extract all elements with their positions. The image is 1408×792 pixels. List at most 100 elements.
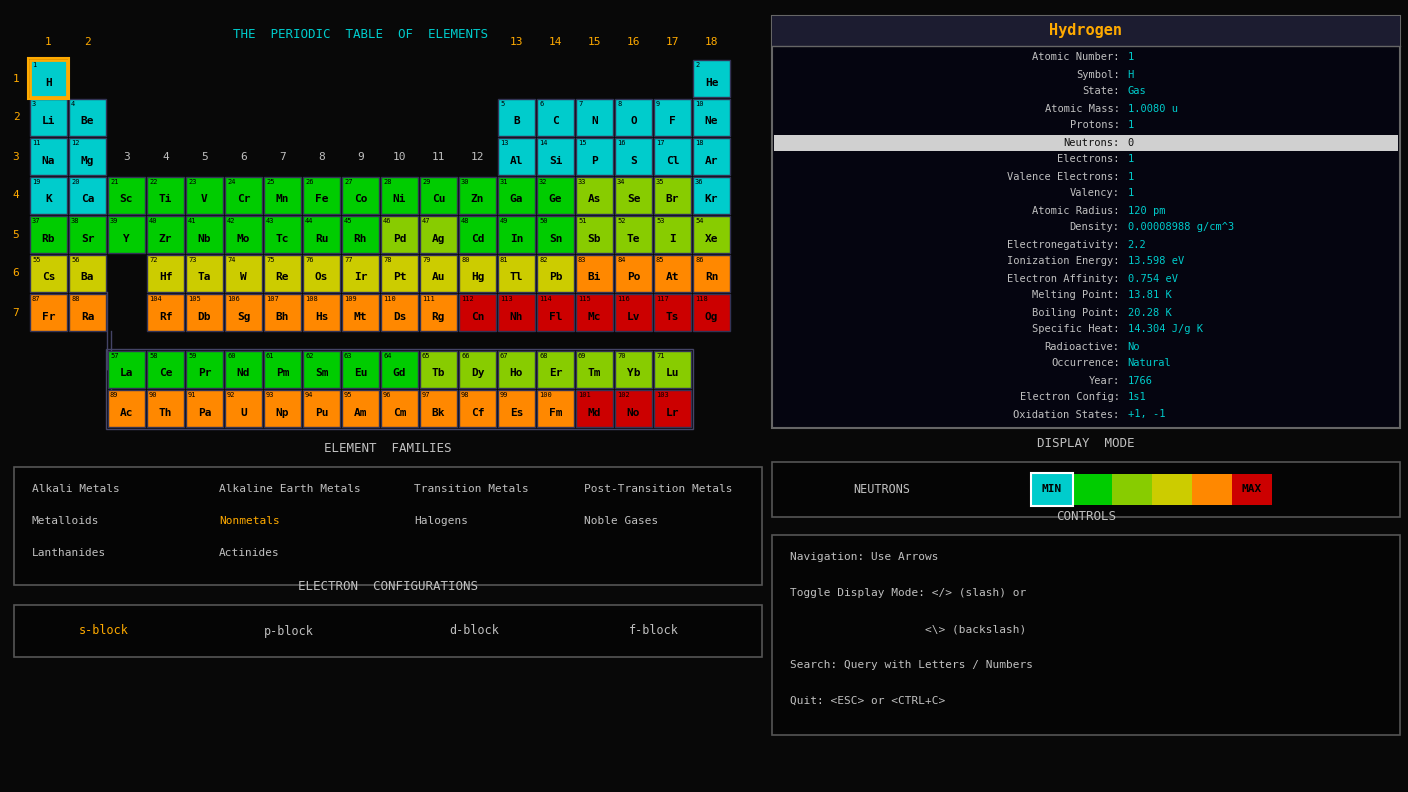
Text: s-block: s-block bbox=[79, 625, 130, 638]
Bar bbox=[342, 177, 379, 214]
Text: 17: 17 bbox=[656, 140, 665, 146]
Bar bbox=[615, 351, 652, 388]
Bar bbox=[615, 294, 652, 331]
Text: Sn: Sn bbox=[549, 234, 562, 243]
Bar bbox=[536, 99, 574, 136]
Bar bbox=[498, 390, 535, 427]
Text: 8: 8 bbox=[617, 101, 621, 107]
Text: 2: 2 bbox=[84, 37, 92, 47]
Text: Xe: Xe bbox=[705, 234, 718, 243]
Text: Atomic Number:: Atomic Number: bbox=[1032, 52, 1119, 63]
Text: Alkaline Earth Metals: Alkaline Earth Metals bbox=[220, 484, 360, 494]
Text: 11: 11 bbox=[432, 151, 445, 162]
Text: d-block: d-block bbox=[449, 625, 498, 638]
Text: 50: 50 bbox=[539, 218, 548, 224]
Text: Pr: Pr bbox=[197, 368, 211, 379]
Text: Ge: Ge bbox=[549, 195, 562, 204]
Bar bbox=[576, 138, 612, 175]
Bar bbox=[30, 216, 68, 253]
Bar bbox=[30, 177, 68, 214]
Text: 87: 87 bbox=[32, 296, 41, 302]
Text: 0.754 eV: 0.754 eV bbox=[1128, 273, 1177, 284]
Text: Alkali Metals: Alkali Metals bbox=[32, 484, 120, 494]
Bar bbox=[265, 255, 301, 292]
Text: Hs: Hs bbox=[315, 311, 328, 322]
Bar bbox=[693, 216, 729, 253]
Bar bbox=[615, 99, 652, 136]
Text: 115: 115 bbox=[579, 296, 591, 302]
Text: 5: 5 bbox=[500, 101, 504, 107]
Text: 31: 31 bbox=[500, 179, 508, 185]
Text: Ti: Ti bbox=[159, 195, 172, 204]
Bar bbox=[772, 462, 1400, 517]
Text: 96: 96 bbox=[383, 392, 391, 398]
Text: Hf: Hf bbox=[159, 272, 172, 283]
Text: Ar: Ar bbox=[705, 155, 718, 166]
Text: Na: Na bbox=[42, 155, 55, 166]
Bar bbox=[106, 349, 693, 429]
Bar bbox=[146, 294, 184, 331]
Bar bbox=[1152, 474, 1193, 505]
Text: 101: 101 bbox=[579, 392, 591, 398]
Bar bbox=[30, 255, 68, 292]
Text: Pb: Pb bbox=[549, 272, 562, 283]
Text: 25: 25 bbox=[266, 179, 275, 185]
Text: 7: 7 bbox=[13, 307, 20, 318]
Bar bbox=[459, 255, 496, 292]
Text: Hg: Hg bbox=[470, 272, 484, 283]
Text: Co: Co bbox=[353, 195, 367, 204]
Bar bbox=[382, 216, 418, 253]
Bar bbox=[653, 99, 691, 136]
Text: 24: 24 bbox=[227, 179, 235, 185]
Text: 15: 15 bbox=[587, 37, 601, 47]
Bar bbox=[772, 535, 1400, 735]
Bar bbox=[382, 390, 418, 427]
Text: Os: Os bbox=[315, 272, 328, 283]
Text: Be: Be bbox=[80, 116, 94, 127]
Text: 107: 107 bbox=[266, 296, 279, 302]
Bar bbox=[108, 390, 145, 427]
Text: 10: 10 bbox=[393, 151, 407, 162]
Text: 73: 73 bbox=[189, 257, 197, 263]
Bar bbox=[653, 390, 691, 427]
Text: 21: 21 bbox=[110, 179, 118, 185]
Text: 23: 23 bbox=[189, 179, 197, 185]
Text: Fe: Fe bbox=[315, 195, 328, 204]
Text: 49: 49 bbox=[500, 218, 508, 224]
Text: 86: 86 bbox=[696, 257, 704, 263]
Text: 6: 6 bbox=[241, 151, 246, 162]
Text: Cl: Cl bbox=[666, 155, 679, 166]
Bar bbox=[498, 99, 535, 136]
Text: Cf: Cf bbox=[470, 408, 484, 417]
Text: No: No bbox=[627, 408, 641, 417]
Text: 100: 100 bbox=[539, 392, 552, 398]
Text: 3: 3 bbox=[32, 101, 37, 107]
Text: 51: 51 bbox=[579, 218, 587, 224]
Text: 1: 1 bbox=[32, 62, 37, 68]
Text: 33: 33 bbox=[579, 179, 587, 185]
Bar bbox=[265, 216, 301, 253]
Text: Mo: Mo bbox=[237, 234, 251, 243]
Bar bbox=[342, 390, 379, 427]
Bar bbox=[459, 216, 496, 253]
Text: 13.81 K: 13.81 K bbox=[1128, 291, 1171, 300]
Bar bbox=[772, 16, 1400, 46]
Text: 28: 28 bbox=[383, 179, 391, 185]
Text: 12: 12 bbox=[70, 140, 79, 146]
Text: H: H bbox=[1128, 70, 1133, 79]
Text: Zn: Zn bbox=[470, 195, 484, 204]
Text: Rh: Rh bbox=[353, 234, 367, 243]
Bar bbox=[303, 255, 339, 292]
Bar bbox=[420, 216, 458, 253]
Text: F: F bbox=[669, 116, 676, 127]
Text: 112: 112 bbox=[460, 296, 473, 302]
Text: 42: 42 bbox=[227, 218, 235, 224]
Text: 85: 85 bbox=[656, 257, 665, 263]
Bar bbox=[146, 390, 184, 427]
Text: Occurrence:: Occurrence: bbox=[1050, 359, 1119, 368]
Text: 77: 77 bbox=[344, 257, 352, 263]
Text: 1: 1 bbox=[45, 37, 52, 47]
Text: W: W bbox=[241, 272, 246, 283]
Text: Ra: Ra bbox=[80, 311, 94, 322]
Text: Si: Si bbox=[549, 155, 562, 166]
